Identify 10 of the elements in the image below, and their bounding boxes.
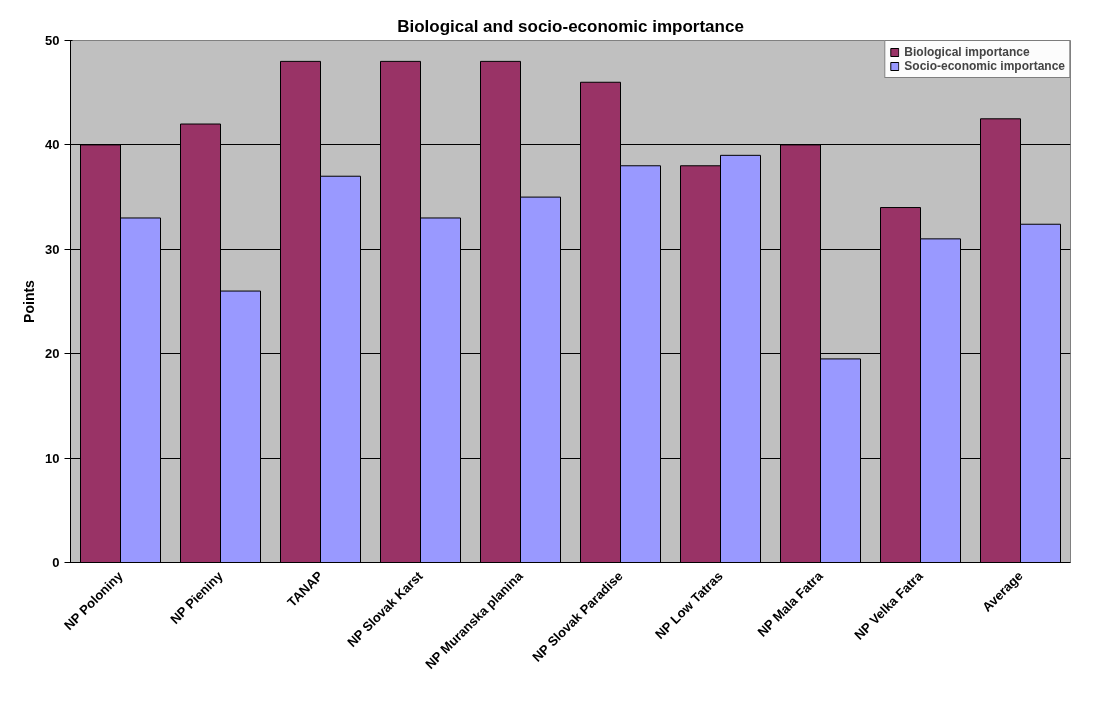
y-tick-label: 0: [52, 555, 60, 570]
y-tick-label: 10: [45, 450, 60, 466]
y-tick-label: 50: [45, 33, 60, 48]
y-axis-title: Points: [21, 279, 38, 323]
chart-title: Biological and socio-economic importance: [397, 16, 744, 36]
y-tick-label: 40: [45, 137, 60, 153]
legend-label: Biological importance: [904, 45, 1030, 59]
y-tick-label: 20: [45, 346, 60, 362]
y-tick-label: 30: [45, 241, 60, 257]
legend-label: Socio-economic importance: [904, 59, 1065, 73]
